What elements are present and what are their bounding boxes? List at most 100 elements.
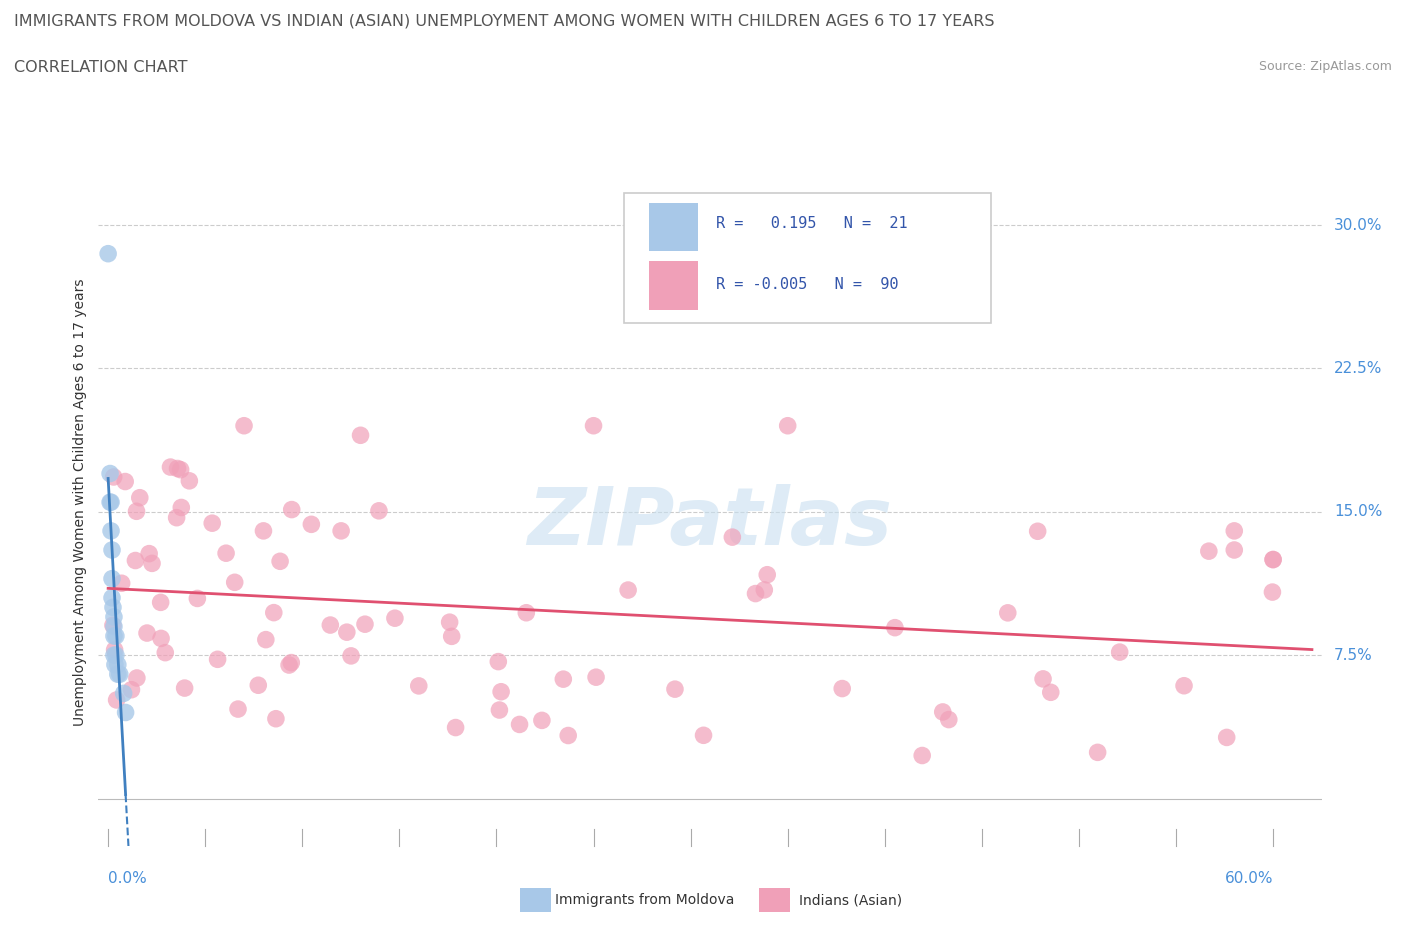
Point (744, 586, 766, 601)
Point (103, 619, 125, 634)
Point (263, 605, 285, 620)
Point (124, 553, 146, 568)
Point (98, 466, 121, 481)
Point (104, 629, 127, 644)
Point (617, 582, 640, 597)
Point (101, 591, 124, 605)
Point (107, 658, 129, 672)
Point (932, 705, 955, 720)
Point (997, 605, 1019, 620)
Point (173, 681, 195, 696)
Text: Source: ZipAtlas.com: Source: ZipAtlas.com (1258, 60, 1392, 73)
Point (104, 658, 127, 672)
Point (179, 473, 201, 488)
Point (233, 418, 256, 433)
Point (280, 655, 302, 670)
Point (911, 748, 934, 763)
Point (141, 556, 163, 571)
Point (224, 575, 246, 590)
Point (101, 618, 124, 632)
Point (149, 595, 172, 610)
Point (756, 567, 779, 582)
Point (98, 495, 121, 510)
Text: 15.0%: 15.0% (1334, 504, 1382, 519)
Point (776, 418, 799, 433)
Point (155, 645, 177, 660)
Point (169, 462, 191, 477)
Text: 22.5%: 22.5% (1334, 361, 1382, 376)
FancyBboxPatch shape (624, 193, 991, 324)
Point (125, 671, 148, 685)
Point (186, 591, 208, 605)
Text: IMMIGRANTS FROM MOLDOVA VS INDIAN (ASIAN) UNEMPLOYMENT AMONG WOMEN WITH CHILDREN: IMMIGRANTS FROM MOLDOVA VS INDIAN (ASIAN… (14, 14, 994, 29)
Point (136, 626, 159, 641)
Point (299, 517, 322, 532)
Point (1261, 552, 1284, 567)
Point (105, 693, 128, 708)
Point (439, 615, 461, 630)
Point (108, 667, 131, 682)
Point (721, 530, 744, 545)
Point (103, 647, 125, 662)
Bar (648, 203, 697, 251)
Point (103, 470, 125, 485)
Point (692, 728, 714, 743)
Point (201, 516, 224, 531)
Point (104, 647, 127, 662)
Point (340, 648, 363, 663)
Point (128, 490, 150, 505)
Text: R =   0.195   N =  21: R = 0.195 N = 21 (716, 216, 908, 231)
Text: ZIPatlas: ZIPatlas (527, 484, 893, 562)
Point (754, 582, 776, 597)
Point (114, 474, 136, 489)
Point (264, 711, 287, 726)
Text: R = -0.005   N =  90: R = -0.005 N = 90 (716, 276, 898, 291)
Text: 0.0%: 0.0% (108, 871, 146, 886)
Point (101, 600, 124, 615)
Point (166, 511, 188, 525)
Point (585, 670, 607, 684)
Text: 7.5%: 7.5% (1334, 647, 1372, 663)
Point (100, 495, 122, 510)
Text: Indians (Asian): Indians (Asian) (799, 893, 901, 908)
Point (125, 504, 148, 519)
Point (207, 652, 229, 667)
Point (831, 681, 853, 696)
Point (101, 571, 124, 586)
Text: 30.0%: 30.0% (1334, 218, 1382, 232)
Point (349, 428, 371, 443)
Point (938, 712, 960, 727)
Point (330, 524, 353, 538)
Point (1261, 552, 1284, 567)
Point (368, 503, 391, 518)
Point (215, 546, 238, 561)
Bar (648, 261, 697, 310)
Text: Immigrants from Moldova: Immigrants from Moldova (555, 893, 735, 908)
Point (97, 246, 120, 261)
Point (408, 679, 430, 694)
Point (1223, 524, 1246, 538)
Point (226, 701, 249, 716)
Point (103, 609, 125, 624)
Point (1026, 524, 1049, 538)
Point (488, 702, 510, 717)
Point (103, 629, 125, 644)
Point (530, 713, 553, 728)
Point (254, 632, 277, 647)
Point (278, 658, 301, 672)
Point (170, 500, 193, 515)
Point (444, 720, 467, 735)
Point (1261, 585, 1284, 600)
Point (166, 461, 188, 476)
Text: 60.0%: 60.0% (1225, 871, 1272, 886)
Point (1087, 745, 1109, 760)
Point (111, 576, 134, 591)
Point (489, 684, 512, 699)
Point (269, 554, 291, 569)
Point (664, 682, 686, 697)
Point (150, 631, 173, 645)
Point (354, 617, 377, 631)
Point (582, 418, 605, 433)
Point (100, 524, 122, 538)
Point (104, 643, 127, 658)
